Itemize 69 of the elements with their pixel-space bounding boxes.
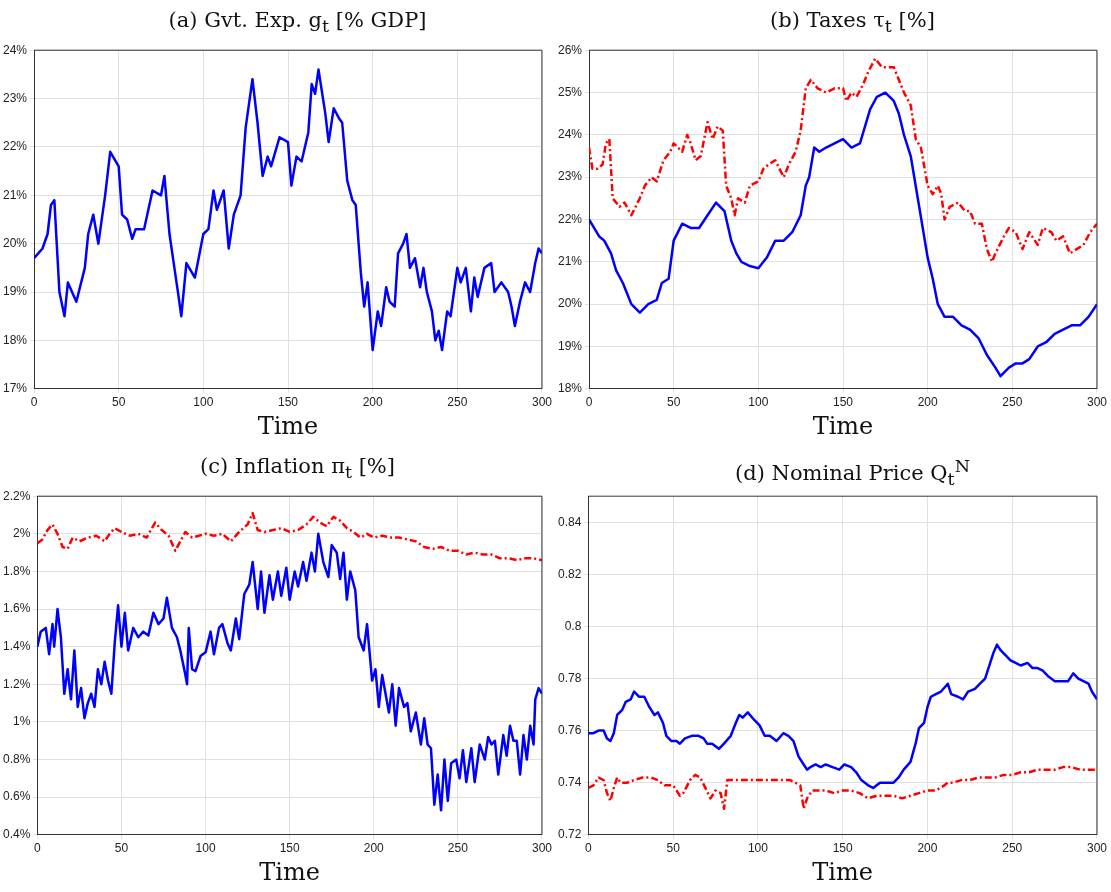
y-tick-label: 20% (557, 296, 583, 311)
x-tick-label: 300 (1086, 841, 1108, 856)
y-tick-label: 18% (557, 381, 583, 396)
x-tick-label: 100 (747, 841, 769, 856)
x-tick-label: 200 (362, 395, 383, 410)
y-tick-label: 20% (2, 236, 28, 250)
y-tick-label: 1.8% (2, 563, 31, 578)
x-tick-label: 200 (917, 841, 938, 856)
x-tick-label: 200 (363, 841, 385, 856)
x-tick-label: 300 (1086, 395, 1108, 410)
y-tick-label: 19% (557, 338, 583, 353)
y-tick-label: 1.2% (2, 676, 31, 691)
x-tick-label: 0 (34, 841, 42, 856)
x-tick-label: 300 (531, 395, 553, 410)
y-tick-label: 0.4% (2, 827, 31, 842)
x-tick-label: 100 (748, 395, 769, 410)
x-tick-label: 50 (114, 841, 129, 856)
x-tick-label: 50 (666, 841, 681, 856)
y-tick-label: 23% (2, 90, 28, 105)
x-tick-label: 250 (1002, 841, 1023, 856)
x-axis-title: Time (812, 411, 874, 440)
chart-title: (c) Inflation π$_{t}$ [%] (198, 453, 396, 485)
x-tick-label: 100 (195, 841, 216, 856)
y-tick-label: 1.4% (2, 639, 31, 653)
x-tick-label: 300 (531, 841, 553, 856)
x-tick-label: 50 (112, 395, 126, 410)
chart-title: (b) Taxes τ$_{t}$ [%] (769, 7, 936, 39)
x-tick-label: 250 (1002, 395, 1023, 410)
x-tick-label: 150 (832, 841, 853, 856)
y-tick-label: 17% (2, 381, 28, 396)
x-tick-label: 150 (832, 395, 854, 410)
y-tick-label: 2% (13, 526, 31, 541)
x-tick-label: 100 (193, 395, 214, 410)
y-tick-label: 0.78 (558, 670, 582, 685)
y-tick-label: 19% (2, 284, 28, 299)
y-tick-label: 0.84 (558, 514, 582, 529)
chart-title: (a) Gvt. Exp. g$_{t}$ [% GDP] (167, 7, 428, 39)
x-tick-label: 0 (585, 395, 593, 410)
y-tick-label: 21% (557, 254, 583, 269)
y-tick-label: 25% (557, 84, 583, 99)
x-axis-title: Time (259, 857, 320, 886)
y-tick-label: 0.8 (564, 618, 582, 633)
x-tick-label: 0 (585, 841, 593, 856)
y-tick-label: 24% (557, 127, 583, 142)
x-tick-label: 0 (30, 395, 38, 410)
x-tick-label: 150 (277, 395, 299, 410)
y-tick-label: 1.6% (2, 601, 31, 616)
y-tick-label: 2.2% (2, 488, 31, 503)
y-tick-label: 22% (2, 139, 28, 154)
y-tick-label: 0.82 (558, 566, 582, 581)
x-tick-label: 250 (447, 841, 469, 856)
y-tick-label: 24% (2, 42, 28, 57)
y-tick-label: 0.8% (2, 751, 31, 766)
x-tick-label: 50 (667, 395, 681, 410)
x-tick-label: 150 (279, 841, 300, 856)
y-tick-label: 26% (557, 42, 583, 57)
y-tick-label: 1% (13, 714, 31, 729)
x-tick-label: 250 (447, 395, 468, 410)
x-tick-label: 200 (917, 395, 938, 410)
y-tick-label: 0.76 (558, 722, 582, 737)
y-tick-label: 23% (557, 169, 583, 184)
y-tick-label: 21% (2, 187, 28, 202)
x-axis-title: Time (812, 857, 873, 886)
y-tick-label: 0.72 (558, 827, 582, 842)
x-axis-title: Time (257, 411, 319, 440)
y-tick-label: 0.74 (558, 775, 582, 790)
y-tick-label: 22% (557, 211, 583, 226)
y-tick-label: 0.6% (2, 789, 31, 804)
y-tick-label: 18% (2, 332, 28, 347)
